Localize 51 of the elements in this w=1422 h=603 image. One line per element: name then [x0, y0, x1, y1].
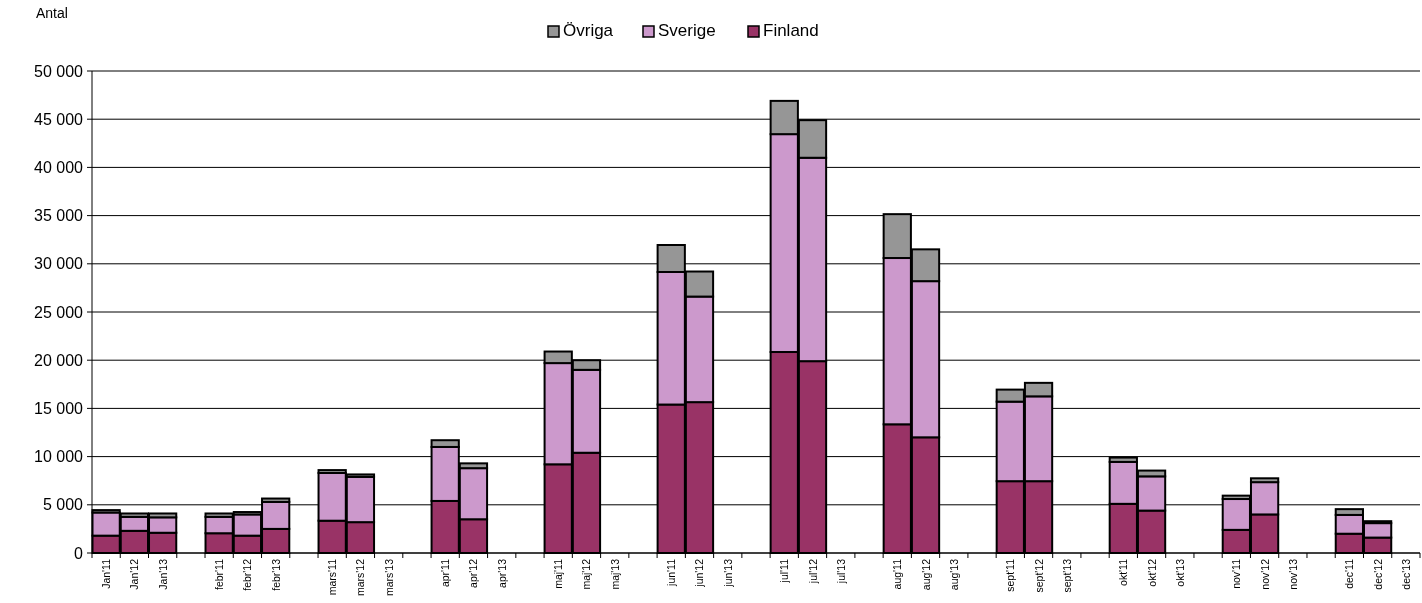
x-tick-label: jul'11: [778, 558, 791, 584]
x-tick-label: Jan'11: [100, 558, 113, 589]
y-tick-label: 35 000: [34, 207, 84, 225]
x-tick-label: febr'11: [213, 558, 226, 590]
x-tick-label: aug'11: [891, 558, 904, 590]
x-tick-label: maj'12: [580, 558, 593, 590]
x-tick-label: jul'12: [806, 558, 819, 585]
legend-label: Finland: [763, 21, 819, 40]
y-tick-label: 40 000: [34, 159, 84, 176]
x-tick-label: Jan'12: [128, 558, 141, 590]
y-tick-label: 10 000: [34, 448, 84, 466]
x-tick-label: aug'12: [919, 558, 932, 591]
x-tick-label: mars'11: [326, 558, 339, 596]
x-tick-label: okt'12: [1145, 558, 1158, 587]
y-tick-label: 30 000: [34, 255, 84, 273]
x-tick-label: apr'12: [467, 558, 480, 588]
x-tick-label: jun'12: [693, 558, 706, 588]
x-tick-label: nov'11: [1230, 558, 1243, 589]
x-tick-label: okt'11: [1117, 558, 1130, 586]
y-tick-label: 45 000: [34, 110, 84, 128]
x-tick-label: maj'11: [552, 558, 565, 589]
x-tick-label: dec'13: [1399, 558, 1412, 590]
x-tick-label: jun'11: [665, 558, 678, 587]
x-tick-label: apr'11: [439, 558, 452, 588]
x-tick-label: sept'12: [1032, 558, 1045, 593]
x-tick-label: dec'11: [1343, 558, 1356, 589]
y-tick-label: 20 000: [34, 351, 84, 369]
y-axis-title: Antal: [36, 5, 68, 21]
x-tick-label: jul'13: [834, 558, 847, 585]
x-tick-label: sept'11: [1004, 558, 1017, 592]
x-tick-label: nov'12: [1258, 558, 1271, 590]
y-tick-label: 25 000: [34, 303, 84, 321]
x-tick-label: febr'12: [241, 558, 254, 591]
x-tick-label: mars'13: [382, 558, 395, 597]
y-tick-label: 15 000: [34, 400, 84, 417]
x-tick-label: okt'13: [1173, 558, 1186, 587]
x-tick-label: dec'12: [1371, 558, 1384, 590]
x-tick-label: maj'13: [608, 558, 621, 590]
legend-label: Övriga: [563, 21, 614, 40]
x-tick-label: sept'13: [1060, 558, 1073, 593]
x-tick-label: aug'13: [947, 558, 960, 591]
x-tick-label: apr'13: [495, 558, 508, 588]
x-tick-label: mars'12: [354, 558, 367, 597]
x-tick-label: jun'13: [721, 558, 734, 588]
y-tick-label: 0: [74, 544, 84, 562]
legend-label: Sverige: [658, 21, 716, 40]
y-tick-label: 5 000: [42, 496, 84, 514]
y-tick-label: 50 000: [34, 62, 84, 80]
x-tick-label: Jan'13: [156, 558, 169, 590]
x-tick-label: febr'13: [269, 558, 282, 591]
x-tick-label: nov'13: [1286, 558, 1299, 590]
